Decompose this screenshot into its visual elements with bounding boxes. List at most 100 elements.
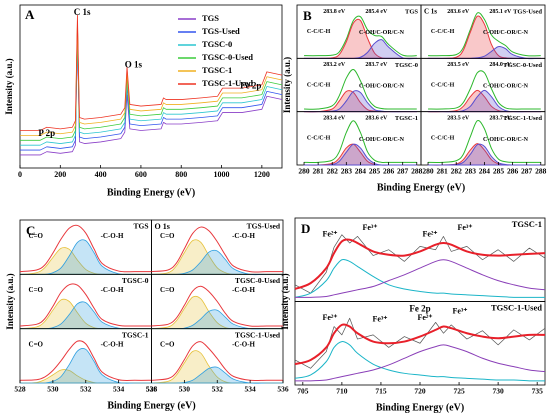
x-tick-label: 288 [535,167,547,176]
legend-label: TGSC-1 [202,65,232,75]
peak-annotation: 283.6 eV [365,115,388,121]
spectrum-line [294,341,546,382]
peak-annotation: C=O [29,341,44,349]
x-tick-label: 287 [521,167,533,176]
peak-annotation: Fe²⁺ [422,230,437,239]
spectrum-line [20,37,283,156]
peak-annotation: 283.4 eV [323,115,346,121]
subplot-name: TGSC-0-Used [235,276,281,285]
x-tick-label: 534 [113,385,125,394]
x-tick-label: 735 [532,387,544,396]
x-tick-label: 283 [465,167,477,176]
peak-annotation: C=O [29,232,44,240]
peak-annotation: 285.4 eV [365,9,388,15]
peak-annotation: -C-O-H [232,286,255,294]
peak-annotation: Fe³⁺ [372,315,387,324]
peak-annotation: Fe²⁺ [417,313,432,322]
x-axis-label: Binding Energy (eV) [376,402,464,413]
x-tick-label: 280 [422,167,434,176]
peak-annotation: C-C/C-H [307,136,331,142]
peak-label: O 1s [155,222,170,231]
peak-annotation: C-C/C-H [307,29,331,35]
peak-annotation: C-C/C-H [431,29,455,35]
spectrum-line [294,317,546,369]
x-tick-label: 284 [479,167,491,176]
x-tick-label: 725 [453,387,465,396]
peak-annotation: -C-O-H [101,341,124,349]
legend-label: TGS [202,13,219,23]
x-tick-label: 282 [327,167,339,176]
peak-annotation: -C-O-H [101,232,124,240]
peak-annotation: 283.5 eV [447,115,470,121]
subplot-name: TGSC-0-Used [503,62,542,69]
peak-annotation: Fe²⁺ [322,230,337,239]
peak-annotation: C-C/C-H [431,136,455,142]
peak-annotation: C=O [29,286,44,294]
peak-annotation: -C-O-H [232,232,255,240]
subplot-name: TGS-Used [247,222,281,231]
subplot-name: TGS [133,222,148,231]
peak-annotation: C-OH/C-OR/C-N [359,137,405,143]
subplot-name: TGS-Used [513,8,542,15]
x-tick-label: 715 [375,387,387,396]
x-tick-label: 282 [451,167,463,176]
peak-label: C 1s [424,8,437,16]
x-tick-label: 1000 [214,170,230,179]
annotation: O 1s [125,59,143,69]
x-tick-label: 532 [80,385,92,394]
legend-label: TGS-Used [202,26,240,36]
y-axis-label: Intensity (a.u.) [280,273,290,329]
peak-annotation: 283.7 eV [365,62,388,68]
x-tick-label: 281 [313,167,325,176]
spectrum-line [294,258,545,298]
x-tick-label: 530 [47,385,59,394]
legend-label: TGSC-1-Used [202,78,253,88]
panel-label: B [303,8,312,23]
x-tick-label: 283 [341,167,353,176]
x-tick-label: 536 [277,385,289,394]
peak-annotation: C-OH/C-OR/C-N [483,30,529,36]
x-tick-label: 800 [175,170,187,179]
x-tick-label: 705 [297,387,309,396]
spectrum-line [294,344,546,382]
peak-annotation: C-OH/C-OR/C-N [359,30,405,36]
x-tick-label: 710 [336,387,348,396]
peak-annotation: 283.8 eV [323,9,346,15]
x-tick-label: 281 [437,167,449,176]
y-axis-label: Intensity (a.u.) [282,57,292,113]
subplot-name: TGSC-1-Used [235,330,281,339]
x-axis-label: Binding Energy (eV) [107,400,195,411]
spectrum-line [294,234,546,294]
spectrum-line [428,70,541,110]
subplot-name: TGSC-0 [395,62,418,69]
subplot-name: TGSC-1 [512,219,542,229]
peak-annotation: 285.1 eV [489,9,512,15]
annotation: P 2p [38,128,55,138]
peak-annotation: C-OH/C-OR/C-N [483,83,529,89]
peak-annotation: 283.7 eV [489,115,512,121]
panel-label: A [25,7,35,22]
x-tick-label: 730 [493,387,505,396]
peak-annotation: C=O [160,232,175,240]
component-area [19,348,152,384]
spectrum-line [294,238,546,290]
x-tick-label: 530 [179,385,191,394]
x-tick-label: 200 [54,170,66,179]
peak-annotation: Fe³⁺ [362,223,377,232]
subplot-name: TGSC-1-Used [503,115,542,122]
x-tick-label: 285 [369,167,381,176]
x-tick-label: 1200 [254,170,270,179]
x-tick-label: 287 [397,167,409,176]
x-tick-label: 286 [383,167,395,176]
x-tick-label: 600 [135,170,147,179]
spectrum-line [19,224,152,273]
subplot-name: TGSC-1 [395,115,418,122]
x-tick-label: 534 [245,385,257,394]
legend-label: TGSC-0 [202,39,232,49]
spectrum-line [304,69,417,110]
x-tick-label: 532 [212,385,224,394]
spectrum-line [428,12,541,57]
peak-annotation: Fe²⁺ [322,313,337,322]
y-axis-label: Intensity (a.u.) [4,58,14,114]
